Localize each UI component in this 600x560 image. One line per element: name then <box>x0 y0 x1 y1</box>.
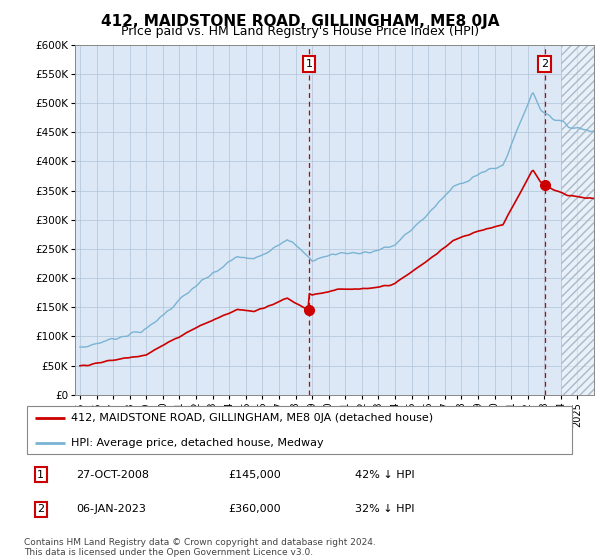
Text: 412, MAIDSTONE ROAD, GILLINGHAM, ME8 0JA: 412, MAIDSTONE ROAD, GILLINGHAM, ME8 0JA <box>101 14 499 29</box>
Text: 2: 2 <box>37 505 44 515</box>
Text: 27-OCT-2008: 27-OCT-2008 <box>76 470 149 480</box>
Text: 06-JAN-2023: 06-JAN-2023 <box>76 505 146 515</box>
Text: 2: 2 <box>541 59 548 69</box>
Text: Price paid vs. HM Land Registry's House Price Index (HPI): Price paid vs. HM Land Registry's House … <box>121 25 479 38</box>
Text: 1: 1 <box>305 59 313 69</box>
Text: HPI: Average price, detached house, Medway: HPI: Average price, detached house, Medw… <box>71 438 323 448</box>
Text: 1: 1 <box>37 470 44 480</box>
Text: 412, MAIDSTONE ROAD, GILLINGHAM, ME8 0JA (detached house): 412, MAIDSTONE ROAD, GILLINGHAM, ME8 0JA… <box>71 413 433 423</box>
Text: 32% ↓ HPI: 32% ↓ HPI <box>355 505 415 515</box>
FancyBboxPatch shape <box>27 406 572 454</box>
Text: £360,000: £360,000 <box>228 505 281 515</box>
Text: 42% ↓ HPI: 42% ↓ HPI <box>355 470 415 480</box>
Text: £145,000: £145,000 <box>228 470 281 480</box>
Text: Contains HM Land Registry data © Crown copyright and database right 2024.
This d: Contains HM Land Registry data © Crown c… <box>24 538 376 557</box>
